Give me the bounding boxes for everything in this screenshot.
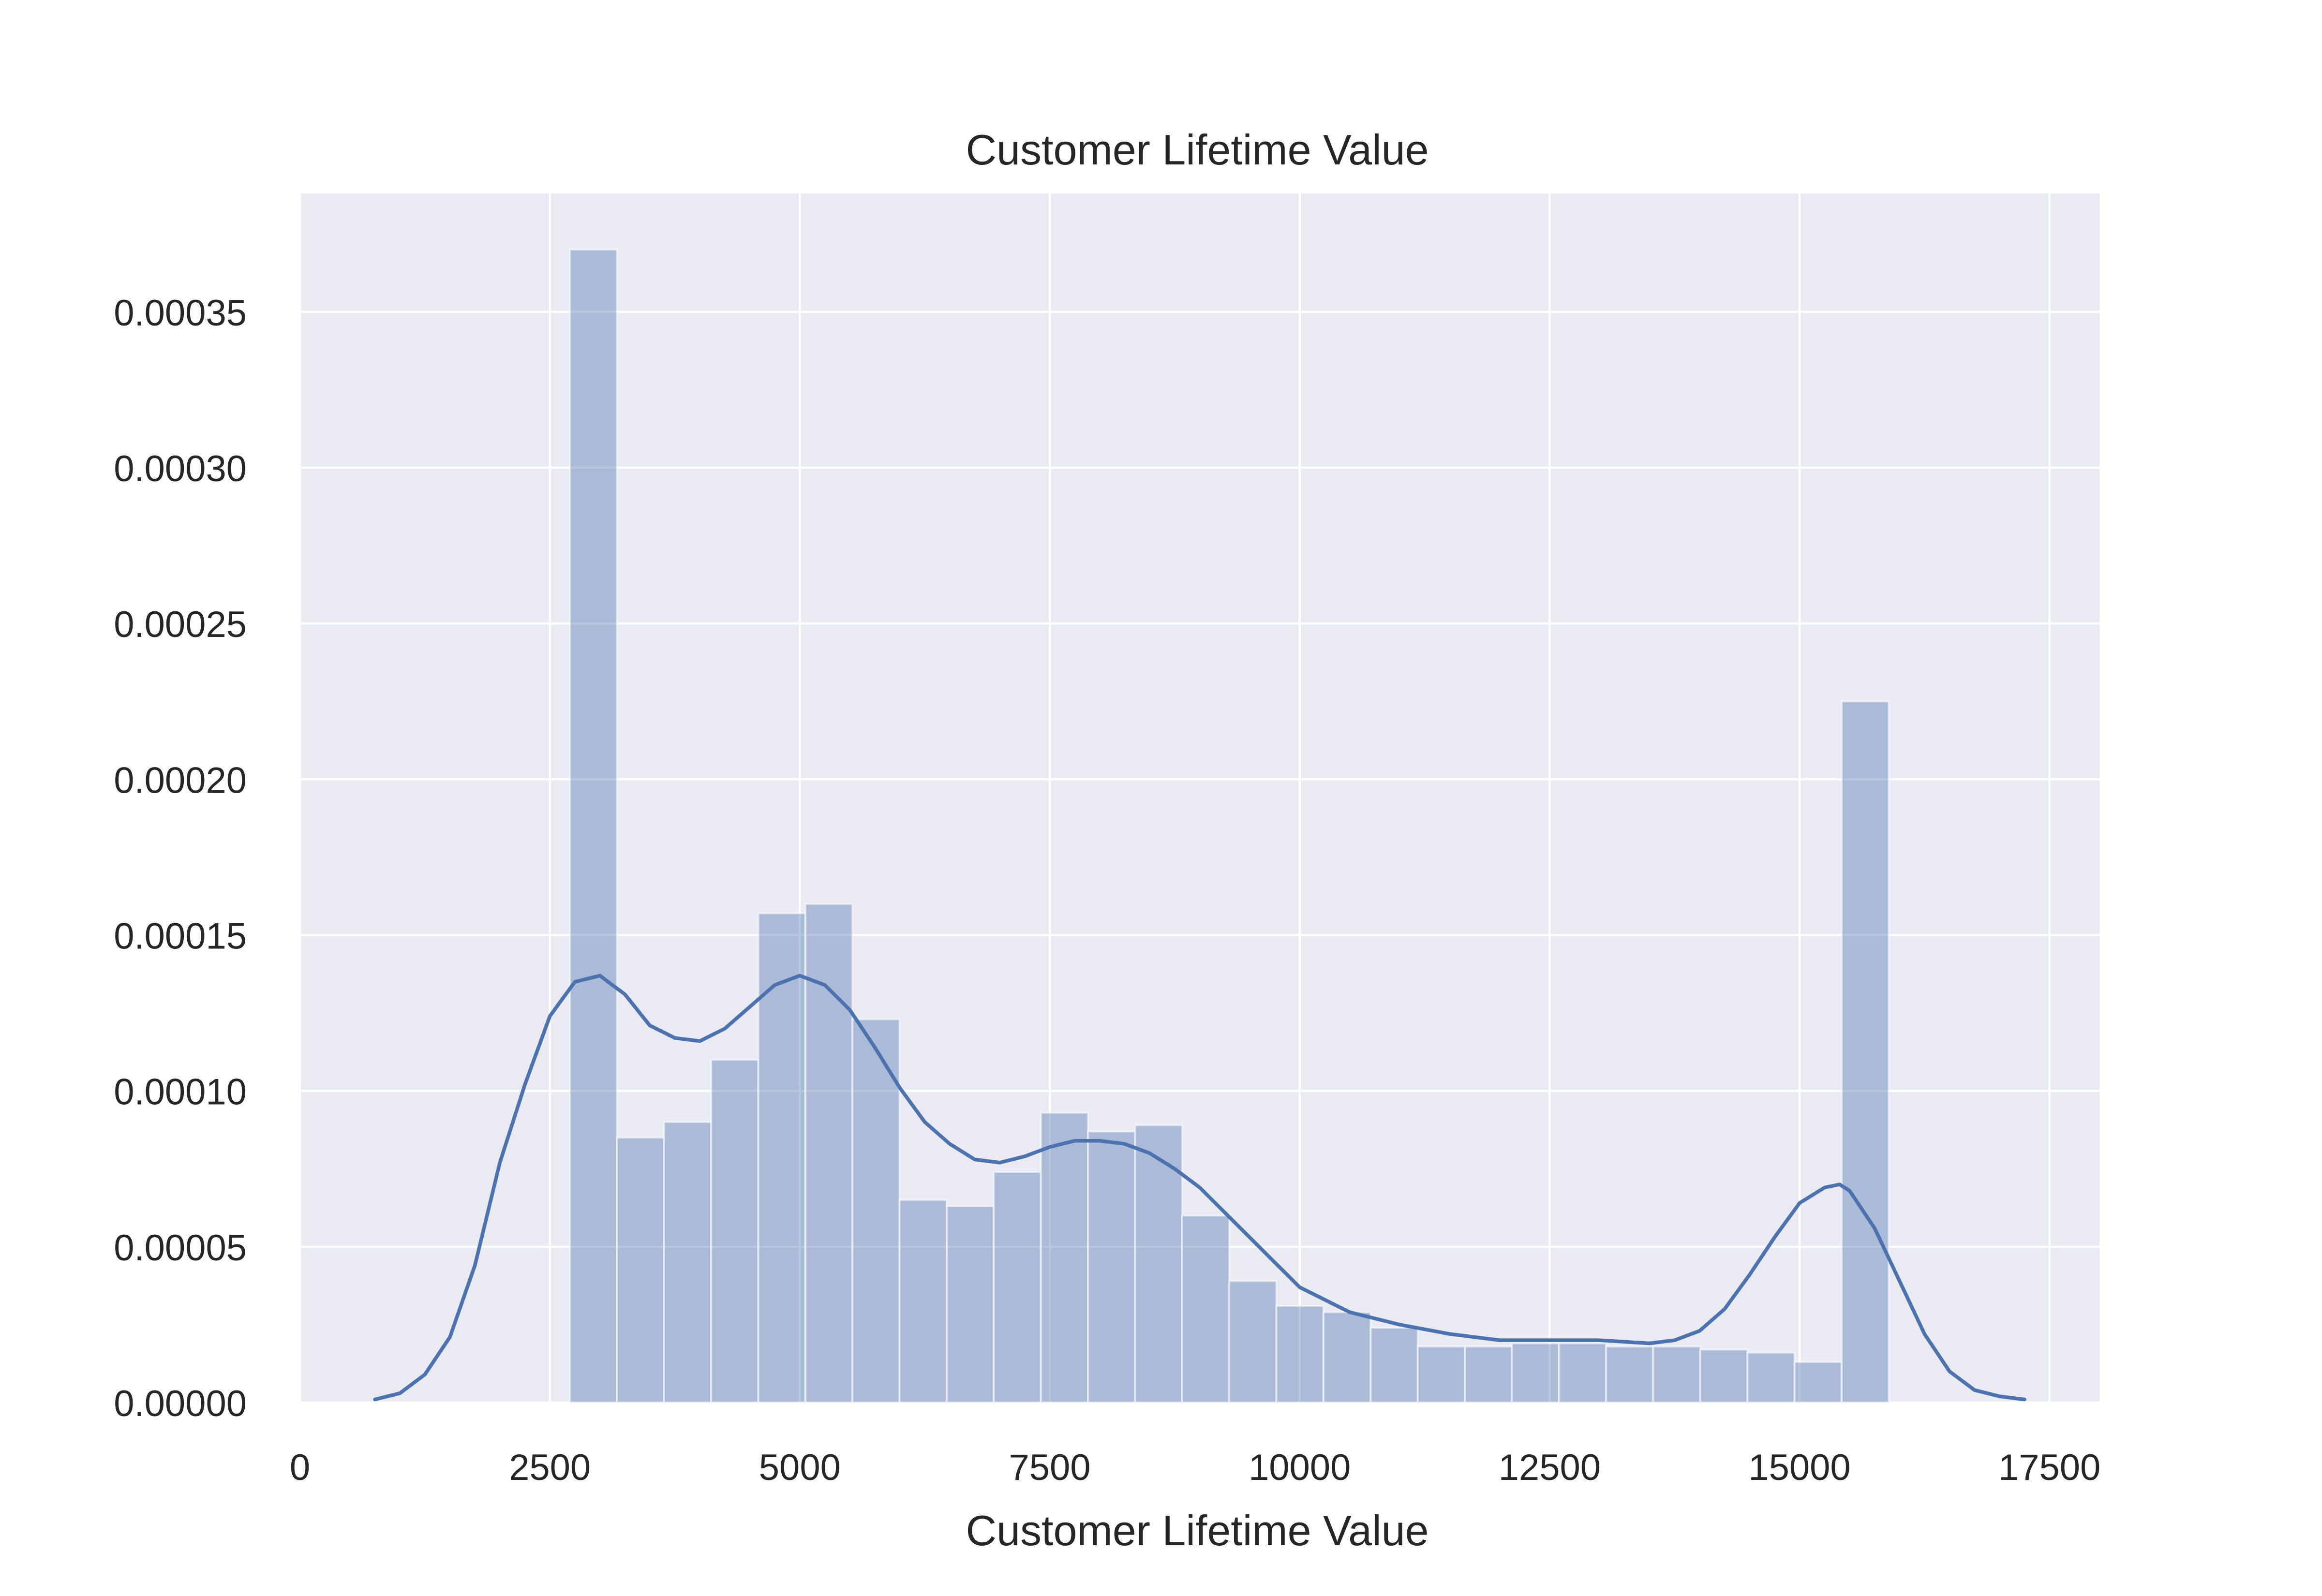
x-tick-label: 12500 [1499,1447,1601,1488]
chart-title: Customer Lifetime Value [966,126,1429,174]
x-tick-label: 17500 [1998,1447,2100,1488]
histogram-bars [569,248,1890,1404]
histogram-bar [616,1137,665,1404]
x-tick-labels: 0 2500 5000 7500 10000 12500 15000 17500 [290,1447,2100,1488]
histogram-bar [1841,700,1890,1404]
histogram-bar [993,1171,1042,1404]
y-tick-label: 0.00020 [114,760,247,801]
x-tick-label: 5000 [759,1447,841,1488]
y-tick-label: 0.00025 [114,604,247,645]
histogram-bar [1793,1361,1843,1404]
y-tick-label: 0.00035 [114,293,247,334]
kde-line [373,974,2026,1402]
y-tick-label: 0.00005 [114,1227,247,1269]
x-tick-label: 15000 [1748,1447,1850,1488]
histogram-bar [569,248,618,1404]
histogram-bar [1416,1345,1466,1404]
histogram-bar [1181,1214,1231,1404]
y-tick-labels: 0.00000 0.00005 0.00010 0.00015 0.00020 0.000… [114,293,247,1424]
y-tick-label: 0.00030 [114,448,247,489]
y-tick-label: 0.00015 [114,916,247,957]
x-tick-label: 0 [290,1447,310,1488]
histogram-bar [757,912,806,1404]
x-tick-label: 10000 [1249,1447,1351,1488]
histogram-bar [1605,1345,1654,1404]
histogram-bar [1369,1327,1419,1404]
histogram-bar [945,1205,995,1404]
histogram-bar [1464,1345,1513,1404]
histogram-bar [1699,1348,1749,1404]
y-tick-label: 0.00000 [114,1383,247,1424]
histogram-bar [1040,1111,1089,1404]
histogram-bar [1652,1345,1701,1404]
histogram-bar [1558,1342,1608,1404]
x-axis-label: Customer Lifetime Value [966,1507,1429,1554]
histogram-bar [1746,1351,1796,1404]
x-tick-label: 7500 [1009,1447,1090,1488]
histogram-bar [663,1121,713,1404]
histogram-bar [1511,1342,1560,1404]
histogram-bar [1134,1124,1183,1404]
histogram-bar [1322,1311,1372,1404]
histogram-bar [1087,1130,1136,1404]
x-tick-label: 2500 [509,1447,591,1488]
histogram-bar [1228,1280,1278,1404]
histogram-bar [1275,1305,1325,1404]
histogram-bar [710,1059,759,1404]
histogram-bar [898,1199,948,1404]
y-tick-label: 0.00010 [114,1072,247,1113]
histogram-bar [851,1018,901,1404]
